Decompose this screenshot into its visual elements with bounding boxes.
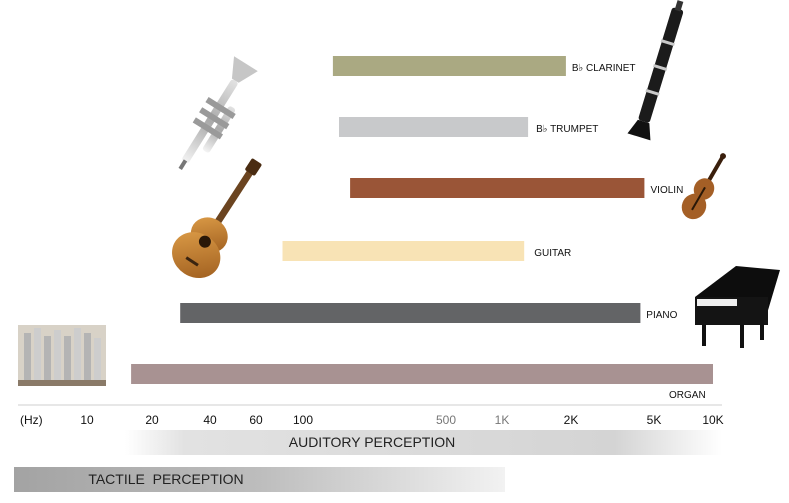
- bar-label-violin: VIOLIN: [651, 185, 684, 196]
- x-tick-label: 2K: [564, 413, 579, 427]
- violin-icon: [681, 153, 726, 220]
- bar-label-organ: ORGAN: [669, 390, 706, 401]
- x-tick-label: 100: [293, 413, 313, 427]
- bar-label-piano: PIANO: [646, 310, 677, 321]
- clarinet-icon: [627, 0, 684, 141]
- x-tick-label: 10: [80, 413, 94, 427]
- guitar-icon: [172, 158, 262, 279]
- auditory-perception-band: [125, 430, 722, 455]
- x-tick-label: 20: [145, 413, 159, 427]
- range-bar-b-clarinet: [332, 56, 566, 76]
- range-bar-piano: [180, 303, 641, 323]
- x-tick-label: 1K: [495, 413, 510, 427]
- x-tick-label: 40: [203, 413, 217, 427]
- trumpet-icon: [178, 56, 258, 170]
- perception-bands: AUDITORY PERCEPTION TACTILE PERCEPTION: [14, 430, 722, 492]
- range-bar-guitar: [282, 241, 525, 261]
- x-tick-label: 5K: [647, 413, 662, 427]
- piano-icon: [695, 266, 780, 348]
- x-axis-ticks: 10 20 40 60 100 500 1K 2K 5K 10K: [80, 413, 723, 427]
- x-axis-unit-label: (Hz): [20, 413, 43, 427]
- bar-label-guitar: GUITAR: [534, 248, 571, 259]
- range-bar-organ: [131, 364, 714, 384]
- x-tick-label: 60: [249, 413, 263, 427]
- tactile-perception-band: [14, 467, 505, 492]
- x-tick-label: 500: [436, 413, 456, 427]
- range-bar-violin: [350, 178, 645, 198]
- bar-label-b-trumpet: B♭ TRUMPET: [536, 124, 598, 135]
- range-bar-b-trumpet: [339, 117, 529, 137]
- tactile-perception-label: TACTILE PERCEPTION: [88, 471, 243, 487]
- bar-label-b-clarinet: B♭ CLARINET: [572, 63, 636, 74]
- x-tick-label: 10K: [702, 413, 723, 427]
- organ-icon: [18, 325, 106, 386]
- auditory-perception-label: AUDITORY PERCEPTION: [289, 434, 455, 450]
- bars-group: B♭ CLARINET B♭ TRUMPET VIOLIN GUITAR PIANO OR…: [131, 56, 714, 401]
